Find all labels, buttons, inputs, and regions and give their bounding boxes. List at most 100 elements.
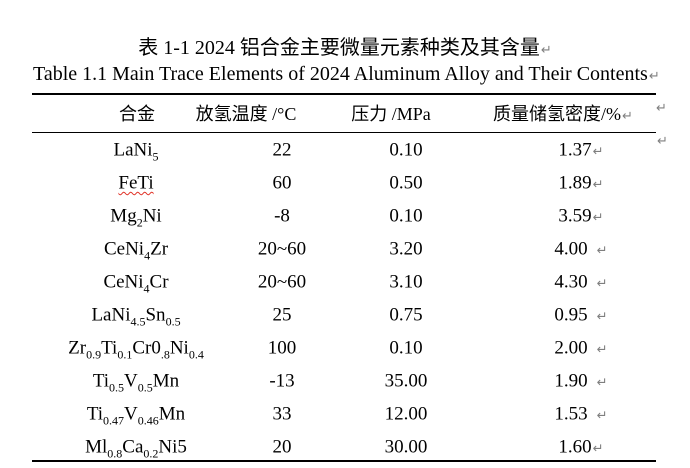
formula-text: Ni xyxy=(169,337,189,359)
header-release-temperature: 放氢温度 /°C xyxy=(195,103,297,124)
cell-storage-density-value: 3.59 xyxy=(558,205,592,227)
cell-storage-density: 1.37↵ xyxy=(558,140,603,159)
return-mark-icon: ↵ xyxy=(596,276,608,292)
cell-storage-density: 4.30 ↵ xyxy=(554,272,607,291)
cell-alloy-formula: LaNi5 xyxy=(113,139,158,162)
table-row: Ti0.5V0.5Mn -13 35.00 1.90 ↵ xyxy=(32,365,656,398)
table-caption-english-text: Table 1.1 Main Trace Elements of 2024 Al… xyxy=(33,63,648,85)
cell-storage-density-value: 0.95 xyxy=(554,304,588,326)
cell-alloy-formula: FeTi xyxy=(118,173,153,192)
cell-storage-density-value: 1.90 xyxy=(554,370,588,392)
cell-pressure: 0.10 xyxy=(389,337,423,359)
cell-storage-density-value: 1.60 xyxy=(558,436,592,458)
table-caption-english: Table 1.1 Main Trace Elements of 2024 Al… xyxy=(33,63,660,86)
formula-subscript: 4 xyxy=(143,281,150,296)
table-row: Mg2Ni -8 0.10 3.59↵ xyxy=(32,199,656,232)
return-mark-icon: ↵ xyxy=(592,210,604,226)
formula-text: Ni5 xyxy=(158,436,187,458)
cell-alloy-formula: CeNi4Zr xyxy=(103,238,169,261)
formula-text: LaNi xyxy=(91,304,131,326)
cell-release-temperature: -8 xyxy=(274,205,290,227)
return-mark-icon: ↵ xyxy=(656,101,667,116)
cell-release-temperature: 22 xyxy=(272,139,292,161)
cell-alloy-formula: Zr0.9Ti0.1Cr0.8Ni0.4 xyxy=(68,337,204,362)
return-mark-icon: ↵ xyxy=(657,134,668,149)
cell-pressure: 30.00 xyxy=(384,436,428,458)
formula-subscript: 0.1 xyxy=(117,347,133,362)
cell-storage-density: 1.60↵ xyxy=(558,438,603,457)
cell-alloy-formula: Ml0.8Ca0.2Ni5 xyxy=(85,436,187,460)
formula-subscript: 0.5 xyxy=(109,380,125,395)
cell-release-temperature: 20 xyxy=(272,436,292,458)
formula-subscript: .8 xyxy=(160,347,170,362)
formula-subscript: 4 xyxy=(144,248,151,263)
cell-release-temperature: 100 xyxy=(267,337,297,359)
cell-storage-density: 1.90 ↵ xyxy=(554,372,607,391)
header-pressure: 压力 /MPa xyxy=(351,103,431,124)
cell-release-temperature: 25 xyxy=(272,304,292,326)
formula-subscript: 4.5 xyxy=(130,314,146,329)
cell-alloy-formula: LaNi4.5Sn0.5 xyxy=(91,304,181,329)
return-mark-icon: ↵ xyxy=(622,108,633,124)
cell-pressure: 0.10 xyxy=(389,139,423,161)
formula-text: LaNi xyxy=(113,139,153,161)
formula-text: Mn xyxy=(158,403,186,425)
cell-pressure: 3.20 xyxy=(389,238,423,260)
formula-text: Ca xyxy=(122,436,144,458)
cell-pressure: 12.00 xyxy=(384,403,428,425)
return-mark-icon: ↵ xyxy=(592,441,604,457)
formula-subscript: 5 xyxy=(152,148,159,163)
table-caption-chinese-text: 表 1-1 2024 铝合金主要微量元素种类及其含量 xyxy=(138,37,540,59)
formula-text: V xyxy=(124,370,138,392)
table-row: CeNi4Zr 20~60 3.20 4.00 ↵ xyxy=(32,232,656,265)
return-mark-icon: ↵ xyxy=(592,177,604,193)
cell-alloy-formula: Ti0.5V0.5Mn xyxy=(93,370,179,394)
header-alloy: 合金 xyxy=(119,103,155,124)
formula-text: CeNi xyxy=(103,271,144,293)
return-mark-icon: ↵ xyxy=(540,43,552,58)
cell-storage-density-value: 1.89 xyxy=(558,172,592,194)
header-storage-density: 质量储氢密度/%↵ xyxy=(493,105,633,123)
formula-text: V xyxy=(124,403,138,425)
cell-release-temperature: 20~60 xyxy=(257,271,307,293)
table-header-row: 合金 放氢温度 /°C 压力 /MPa 质量储氢密度/%↵ xyxy=(32,95,656,133)
formula-subscript: 2 xyxy=(136,215,143,230)
cell-pressure: 35.00 xyxy=(384,370,428,392)
cell-storage-density-value: 4.30 xyxy=(554,271,588,293)
cell-release-temperature: 33 xyxy=(272,403,292,425)
cell-storage-density-value: 1.53 xyxy=(554,403,588,425)
cell-storage-density-value: 2.00 xyxy=(554,337,588,359)
cell-storage-density: 3.59↵ xyxy=(558,206,603,225)
formula-subscript: 0.5 xyxy=(165,314,181,329)
cell-alloy-formula: Ti0.47V0.46Mn xyxy=(86,403,186,427)
return-mark-icon: ↵ xyxy=(648,69,660,84)
formula-text: Cr0 xyxy=(132,337,161,359)
table-row: Zr0.9Ti0.1Cr0.8Ni0.4 100 0.10 2.00 ↵ xyxy=(32,332,656,365)
return-mark-icon: ↵ xyxy=(596,309,608,325)
table-row: Ti0.47V0.46Mn 33 12.00 1.53 ↵ xyxy=(32,398,656,431)
cell-storage-density: 0.95 ↵ xyxy=(554,306,607,325)
formula-subscript: 0.4 xyxy=(188,347,204,362)
cell-alloy-formula: CeNi4Cr xyxy=(103,271,169,294)
return-mark-icon: ↵ xyxy=(592,144,604,160)
formula-text: Sn xyxy=(145,304,166,326)
data-table: 合金 放氢温度 /°C 压力 /MPa 质量储氢密度/%↵ LaNi5 22 0.1… xyxy=(32,93,656,462)
formula-text: CeNi xyxy=(103,238,145,260)
formula-text: Ml xyxy=(85,436,108,458)
cell-release-temperature: -13 xyxy=(269,370,295,392)
formula-subscript: 0.47 xyxy=(103,413,125,428)
formula-text: Ti xyxy=(86,403,104,425)
cell-pressure: 0.50 xyxy=(389,172,423,194)
formula-text: Cr xyxy=(149,271,169,293)
return-mark-icon: ↵ xyxy=(596,243,608,259)
cell-pressure: 3.10 xyxy=(389,271,423,293)
table-caption-chinese: 表 1-1 2024 铝合金主要微量元素种类及其含量↵ xyxy=(0,31,690,60)
cell-storage-density-value: 1.37 xyxy=(558,139,592,161)
formula-subscript: 0.2 xyxy=(143,446,159,461)
formula-subscript: 0.5 xyxy=(137,380,153,395)
formula-text: Zr xyxy=(150,238,169,260)
cell-alloy-formula: Mg2Ni xyxy=(110,206,161,228)
formula-text: FeTi xyxy=(118,172,154,194)
table-row: CeNi4Cr 20~60 3.10 4.30 ↵ xyxy=(32,265,656,298)
